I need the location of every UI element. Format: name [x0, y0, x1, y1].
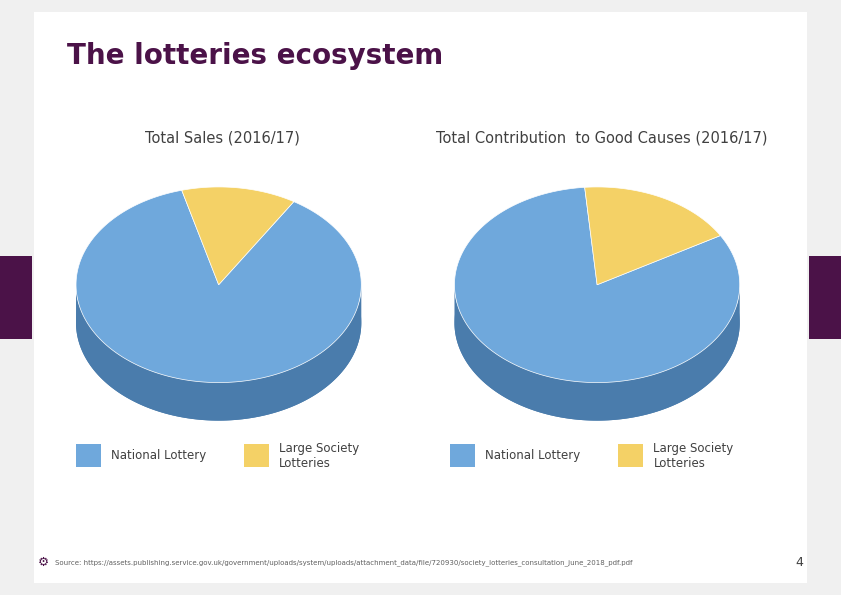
Polygon shape: [76, 285, 362, 421]
Text: 4: 4: [796, 556, 803, 569]
Text: National Lottery: National Lottery: [111, 449, 206, 462]
Text: Large Society
Lotteries: Large Society Lotteries: [653, 441, 733, 470]
Text: Total Sales (2016/17): Total Sales (2016/17): [145, 131, 300, 146]
Text: ⚙: ⚙: [38, 556, 50, 569]
Text: Large Society
Lotteries: Large Society Lotteries: [279, 441, 359, 470]
Polygon shape: [454, 225, 740, 421]
Polygon shape: [182, 187, 294, 285]
Text: Source: https://assets.publishing.service.gov.uk/government/uploads/system/uploa: Source: https://assets.publishing.servic…: [55, 559, 632, 566]
Text: National Lottery: National Lottery: [485, 449, 580, 462]
Text: Total Contribution  to Good Causes (2016/17): Total Contribution to Good Causes (2016/…: [436, 131, 767, 146]
Text: The lotteries ecosystem: The lotteries ecosystem: [67, 42, 443, 70]
Polygon shape: [584, 187, 721, 285]
Polygon shape: [76, 225, 362, 421]
Polygon shape: [454, 187, 740, 383]
Polygon shape: [454, 286, 740, 421]
Polygon shape: [76, 190, 362, 383]
